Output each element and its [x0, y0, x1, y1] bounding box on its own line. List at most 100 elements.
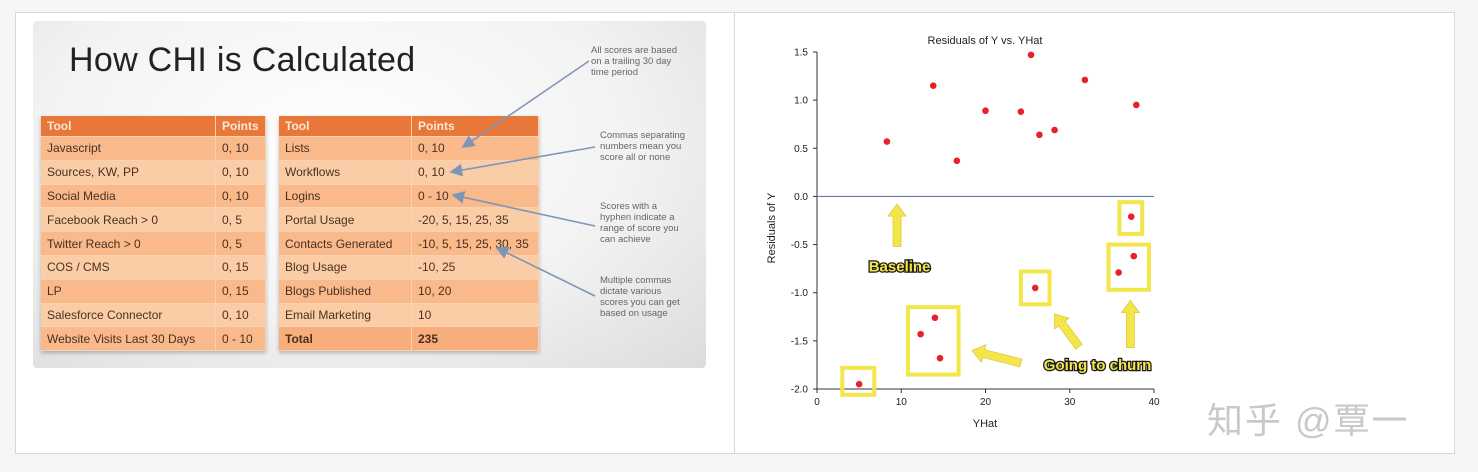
chi-slide: How CHI is Calculated Tool Points Javasc… [33, 21, 706, 368]
table-row: Logins 0 - 10 [279, 184, 539, 209]
table-row: Workflows 0, 10 [279, 160, 539, 185]
arrow-line [461, 60, 590, 148]
tool-cell: Javascript [41, 136, 216, 161]
table-row: Lists 0, 10 [279, 136, 539, 161]
table-row: Email Marketing 10 [279, 303, 539, 328]
table-row: Blogs Published 10, 20 [279, 279, 539, 304]
annotation-arrow [1054, 313, 1083, 350]
tool-cell: Lists [279, 136, 412, 161]
tool-cell: Twitter Reach > 0 [41, 231, 216, 256]
total-label: Total [279, 326, 412, 352]
points-cell: 0, 5 [215, 207, 266, 233]
arrow-line [451, 191, 596, 227]
points-cell: 0, 10 [215, 160, 266, 185]
data-point [1036, 131, 1043, 139]
table-row: LP 0, 15 [41, 279, 266, 304]
x-tick-label: 20 [980, 397, 992, 408]
note-multiple-commas: Multiple commas dictate various scores y… [600, 275, 680, 319]
annotation-arrow [971, 344, 1023, 368]
tool-cell: LP [41, 279, 216, 304]
data-point [953, 157, 961, 165]
table-row: Blog Usage -10, 25 [279, 255, 539, 280]
points-cell: 0 - 10 [411, 184, 539, 209]
highlight-box [1018, 269, 1052, 307]
panel-divider [734, 12, 735, 454]
note-trailing-period: All scores are based on a trailing 30 da… [591, 45, 678, 78]
chart-title: Residuals of Y vs. YHat [928, 35, 1043, 47]
table-row: Javascript 0, 10 [41, 136, 266, 161]
tool-cell: Website Visits Last 30 Days [41, 326, 216, 352]
data-point [883, 138, 891, 145]
highlight-box [905, 305, 961, 377]
data-point [1031, 284, 1039, 292]
table-row: Website Visits Last 30 Days 0 - 10 [41, 326, 266, 352]
table-row: Sources, KW, PP 0, 10 [41, 160, 266, 185]
data-point [982, 107, 989, 115]
highlight-box [1106, 242, 1151, 292]
table-row: Social Media 0, 10 [41, 184, 266, 209]
tool-cell: COS / CMS [41, 255, 216, 280]
data-point [931, 314, 939, 322]
points-cell: 10 [411, 303, 539, 328]
data-point [1051, 126, 1058, 134]
table-header-points: Points [215, 116, 266, 137]
data-point [1127, 213, 1135, 220]
y-tick-label: -2.0 [791, 385, 809, 396]
x-tick-label: 40 [1148, 397, 1160, 408]
tool-cell: Logins [279, 184, 412, 209]
points-cell: 0, 15 [215, 255, 266, 280]
tool-cell: Email Marketing [279, 303, 412, 328]
x-tick-label: 10 [896, 397, 908, 408]
data-point [936, 354, 944, 362]
tool-cell: Blogs Published [279, 279, 412, 304]
data-point [855, 380, 863, 388]
y-tick-label: -1.5 [791, 336, 809, 347]
data-point [929, 82, 937, 89]
x-tick-label: 30 [1064, 397, 1076, 408]
table-row: Portal Usage -20, 5, 15, 25, 35 [279, 207, 539, 233]
tool-cell: Contacts Generated [279, 231, 412, 256]
annotation-arrow [887, 203, 907, 247]
arrow-line [495, 247, 596, 297]
highlight-box [840, 365, 877, 397]
tool-cell: Facebook Reach > 0 [41, 207, 216, 233]
y-tick-label: 1.0 [794, 96, 808, 107]
total-value: 235 [411, 326, 539, 352]
y-tick-label: 0.5 [794, 144, 808, 155]
annotation-label: Going to churn [1044, 357, 1151, 374]
y-tick-label: -1.0 [791, 288, 809, 299]
table-row: Salesforce Connector 0, 10 [41, 303, 266, 328]
tool-cell: Workflows [279, 160, 412, 185]
highlight-boxes [840, 200, 1151, 397]
table-row: Facebook Reach > 0 0, 5 [41, 207, 266, 233]
points-cell: 0, 10 [411, 160, 539, 185]
y-axis-label: Residuals of Y [766, 192, 778, 263]
residuals-scatter-chart: Residuals of Y vs. YHat Residuals of Y Y… [766, 35, 1160, 430]
table-total-row: Total 235 [279, 326, 539, 352]
tool-cell: Social Media [41, 184, 216, 209]
note-commas: Commas separating numbers mean you score… [600, 130, 686, 163]
scoring-table-left: Tool Points Javascript 0, 10 Sources, KW,… [41, 116, 266, 352]
tool-cell: Salesforce Connector [41, 303, 216, 328]
data-point [1115, 269, 1122, 276]
tool-cell: Portal Usage [279, 207, 412, 233]
y-tick-label: -0.5 [791, 240, 809, 251]
points-cell: 0, 10 [411, 136, 539, 161]
points-cell: -20, 5, 15, 25, 35 [411, 207, 539, 233]
watermark: 知乎 @覃一 [1207, 400, 1410, 441]
highlight-box [1117, 200, 1145, 236]
data-point [1017, 108, 1025, 115]
tool-cell: Blog Usage [279, 255, 412, 280]
annotation-arrow [1120, 299, 1141, 348]
points-cell: 0, 15 [215, 279, 266, 304]
x-axis-label: YHat [973, 418, 997, 430]
data-point [1130, 252, 1138, 260]
points-cell: 0, 10 [215, 184, 266, 209]
note-arrows [449, 60, 596, 297]
note-hyphen: Scores with a hyphen indicate a range of… [600, 201, 679, 245]
table-header-tool: Tool [279, 116, 412, 137]
annotation-arrows [887, 203, 1141, 368]
points-cell: 0, 10 [215, 136, 266, 161]
annotations-group: Baseline Going to churn [867, 257, 1152, 375]
tool-cell: Sources, KW, PP [41, 160, 216, 185]
